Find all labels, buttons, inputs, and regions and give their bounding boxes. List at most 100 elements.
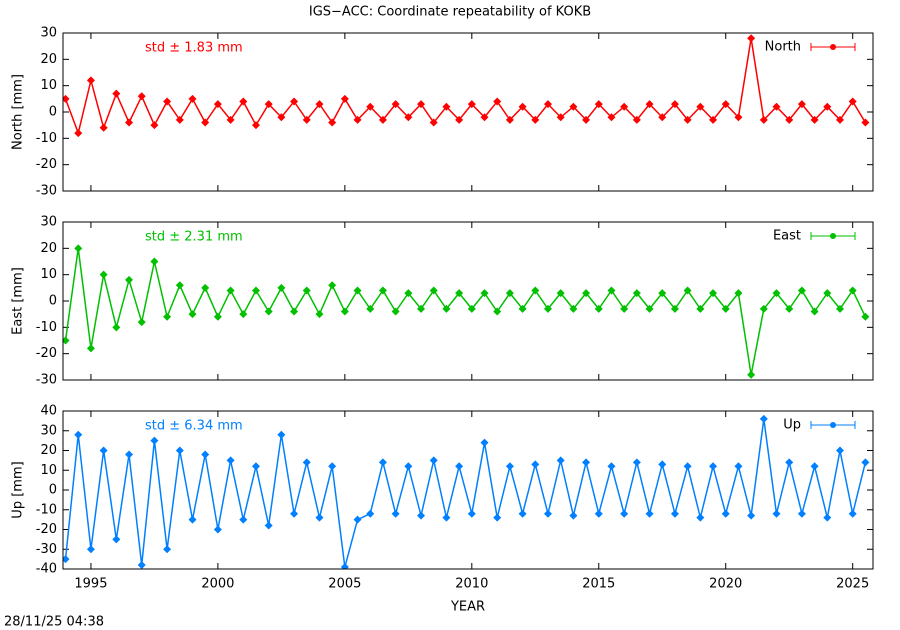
point xyxy=(747,511,756,520)
point xyxy=(328,118,337,127)
point xyxy=(175,115,184,124)
point xyxy=(785,458,794,467)
point xyxy=(391,509,400,518)
y-tick-label: -10 xyxy=(36,320,57,335)
y-tick-label: 20 xyxy=(40,241,57,256)
legend-marker xyxy=(830,44,836,50)
point xyxy=(264,100,273,109)
x-tick-label: 1995 xyxy=(74,577,107,592)
point xyxy=(709,115,718,124)
point xyxy=(137,92,146,101)
point xyxy=(86,76,95,85)
point xyxy=(594,509,603,518)
point xyxy=(543,100,552,109)
point xyxy=(417,100,426,109)
point xyxy=(848,509,857,518)
point xyxy=(239,515,248,524)
y-tick-label: 10 xyxy=(40,463,57,478)
chart-title: IGS−ACC: Coordinate repeatability of KOK… xyxy=(309,5,591,20)
point xyxy=(442,513,451,522)
point xyxy=(556,289,565,298)
point xyxy=(429,286,438,295)
point xyxy=(645,509,654,518)
point xyxy=(125,450,134,459)
point xyxy=(772,289,781,298)
y-tick-label: -20 xyxy=(36,522,57,537)
point xyxy=(594,304,603,313)
y-tick-label: -30 xyxy=(36,184,57,199)
point xyxy=(63,94,70,103)
point xyxy=(620,509,629,518)
point xyxy=(391,307,400,316)
point xyxy=(125,275,134,284)
point xyxy=(429,118,438,127)
point xyxy=(709,462,718,471)
point xyxy=(188,515,197,524)
point xyxy=(505,289,514,298)
point xyxy=(163,545,172,554)
annotation: std ± 1.83 mm xyxy=(145,41,243,56)
series xyxy=(63,244,870,379)
x-axis-label: YEAR xyxy=(450,600,485,615)
point xyxy=(175,446,184,455)
y-tick-label: 0 xyxy=(49,483,57,498)
point xyxy=(201,118,210,127)
point xyxy=(607,462,616,471)
point xyxy=(569,304,578,313)
annotation: std ± 2.31 mm xyxy=(145,230,243,245)
y-tick-label: -20 xyxy=(36,157,57,172)
y-tick-label: 10 xyxy=(40,78,57,93)
point xyxy=(264,521,273,530)
point xyxy=(99,123,108,132)
point xyxy=(366,304,375,313)
plot-frame xyxy=(62,221,874,381)
point xyxy=(670,100,679,109)
point xyxy=(353,515,362,524)
point xyxy=(835,446,844,455)
point xyxy=(823,102,832,111)
point xyxy=(63,555,70,564)
point xyxy=(835,304,844,313)
point xyxy=(518,509,527,518)
y-axis-label: North [mm] xyxy=(11,74,26,150)
point xyxy=(315,100,324,109)
point xyxy=(658,113,667,122)
point xyxy=(480,289,489,298)
point xyxy=(582,458,591,467)
x-tick-label: 2025 xyxy=(836,577,869,592)
point xyxy=(340,563,349,569)
point xyxy=(404,289,413,298)
y-tick-label: 20 xyxy=(40,443,57,458)
series xyxy=(63,34,870,138)
y-tick-label: -20 xyxy=(36,346,57,361)
point xyxy=(86,344,95,353)
point xyxy=(290,509,299,518)
plot-frame xyxy=(62,32,874,192)
y-tick-label: 0 xyxy=(49,105,57,120)
timestamp: 28/11/25 04:38 xyxy=(4,615,104,630)
point xyxy=(543,304,552,313)
point xyxy=(99,270,108,279)
y-axis-label: East [mm] xyxy=(11,267,26,335)
point xyxy=(366,102,375,111)
point xyxy=(696,513,705,522)
point xyxy=(810,115,819,124)
point xyxy=(759,304,768,313)
point xyxy=(467,304,476,313)
point xyxy=(632,115,641,124)
point xyxy=(302,458,311,467)
point xyxy=(797,286,806,295)
point xyxy=(290,307,299,316)
point xyxy=(442,102,451,111)
point xyxy=(86,545,95,554)
point xyxy=(404,113,413,122)
point xyxy=(201,283,210,292)
point xyxy=(188,310,197,319)
point xyxy=(150,257,159,266)
point xyxy=(797,509,806,518)
point xyxy=(543,509,552,518)
point xyxy=(670,509,679,518)
point xyxy=(797,100,806,109)
point xyxy=(709,289,718,298)
point xyxy=(861,118,870,127)
